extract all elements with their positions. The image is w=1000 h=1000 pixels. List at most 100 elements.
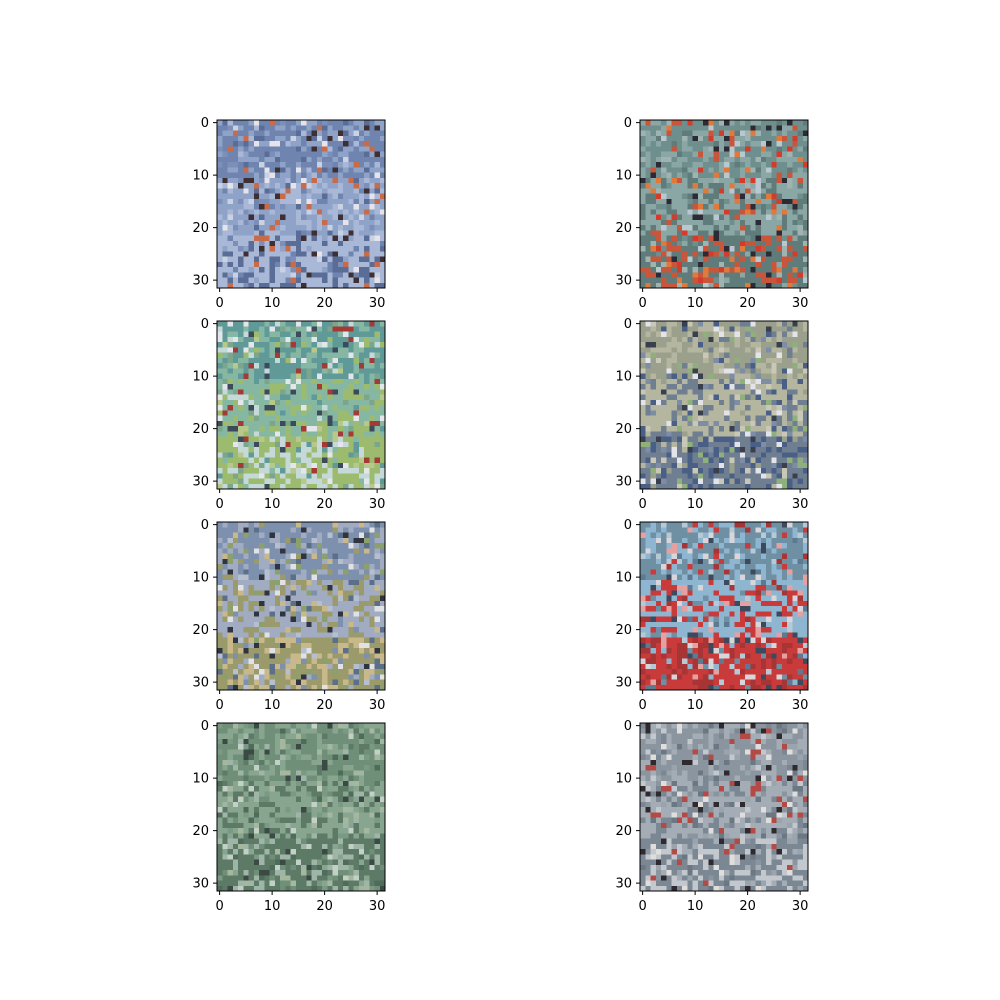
image-pixel [295, 606, 302, 612]
image-pixel [771, 214, 777, 221]
image-pixel [301, 267, 307, 273]
image-pixel [750, 420, 756, 427]
image-pixel [718, 235, 725, 242]
image-pixel [264, 548, 270, 554]
image-pixel [787, 420, 793, 427]
image-pixel [734, 167, 741, 173]
image-pixel [682, 277, 688, 284]
image-pixel [358, 457, 365, 464]
image-pixel [787, 141, 793, 147]
image-pixel [676, 235, 683, 242]
image-pixel [295, 272, 302, 278]
image-pixel [724, 146, 730, 152]
image-pixel [217, 214, 223, 221]
image-pixel [369, 162, 375, 168]
image-pixel [259, 648, 265, 654]
image-pixel [708, 209, 714, 215]
image-pixel [718, 120, 725, 126]
image-pixel [295, 193, 302, 200]
image-pixel [353, 183, 360, 189]
image-pixel [301, 235, 307, 242]
image-pixel [290, 389, 297, 395]
image-pixel [655, 235, 662, 242]
image-pixel [703, 405, 709, 411]
image-pixel [227, 548, 234, 554]
image-pixel [264, 564, 270, 570]
image-pixel [227, 204, 234, 210]
image-pixel [290, 230, 297, 236]
image-pixel [661, 282, 667, 289]
image-pixel [718, 177, 725, 184]
image-pixel [379, 543, 386, 549]
image-pixel [792, 246, 798, 252]
image-pixel [787, 204, 793, 210]
image-pixel [379, 261, 386, 268]
image-pixel [337, 457, 344, 464]
image-pixel [232, 574, 239, 581]
image-pixel [379, 209, 386, 215]
image-pixel [687, 352, 693, 359]
image-pixel [259, 162, 265, 168]
image-pixel [285, 219, 291, 226]
image-pixel [290, 600, 297, 607]
image-pixel [253, 394, 260, 401]
image-pixel [671, 261, 678, 268]
image-pixel [692, 457, 699, 464]
image-pixel [379, 642, 386, 649]
image-pixel [687, 162, 693, 168]
image-pixel [290, 569, 297, 575]
image-pixel [353, 436, 360, 443]
image-pixel [755, 405, 762, 411]
image-pixel [687, 141, 693, 147]
image-pixel [290, 384, 297, 390]
image-pixel [243, 441, 249, 448]
image-pixel [655, 431, 662, 437]
image-pixel [671, 125, 678, 131]
image-pixel [650, 389, 657, 395]
image-pixel [311, 172, 318, 179]
image-pixel [322, 389, 328, 395]
image-pixel [645, 235, 651, 242]
image-pixel [687, 457, 693, 464]
image-pixel [332, 447, 339, 453]
image-pixel [364, 130, 370, 137]
image-pixel [787, 183, 793, 189]
image-pixel [358, 426, 365, 432]
image-pixel [718, 431, 725, 437]
image-pixel [274, 246, 281, 252]
image-pixel [343, 120, 349, 126]
image-pixel [645, 478, 651, 485]
image-pixel [243, 627, 249, 633]
image-pixel [734, 394, 741, 401]
image-pixel [227, 230, 234, 236]
image-pixel [264, 457, 270, 464]
image-pixel [222, 410, 228, 416]
image-pixel [792, 368, 798, 374]
image-pixel [692, 277, 699, 284]
image-pixel [248, 389, 255, 395]
image-pixel [353, 120, 360, 126]
image-pixel [259, 399, 265, 406]
image-pixel [285, 462, 291, 469]
image-pixel [337, 177, 344, 184]
image-pixel [760, 267, 767, 273]
image-pixel [766, 151, 772, 158]
image-pixel [306, 532, 312, 539]
image-pixel [787, 156, 793, 163]
image-pixel [332, 558, 339, 565]
image-pixel [687, 225, 693, 231]
x-tick-label: 20 [739, 497, 756, 512]
image-pixel [724, 410, 730, 416]
image-pixel [332, 399, 339, 406]
image-pixel [316, 532, 323, 539]
image-pixel [285, 246, 291, 252]
image-pixel [374, 261, 381, 268]
image-pixel [787, 342, 793, 348]
image-pixel [243, 468, 249, 474]
image-pixel [787, 188, 793, 194]
image-pixel [253, 441, 260, 448]
image-pixel [734, 478, 741, 485]
image-pixel [232, 431, 239, 437]
image-pixel [217, 235, 223, 242]
image-pixel [676, 256, 683, 263]
